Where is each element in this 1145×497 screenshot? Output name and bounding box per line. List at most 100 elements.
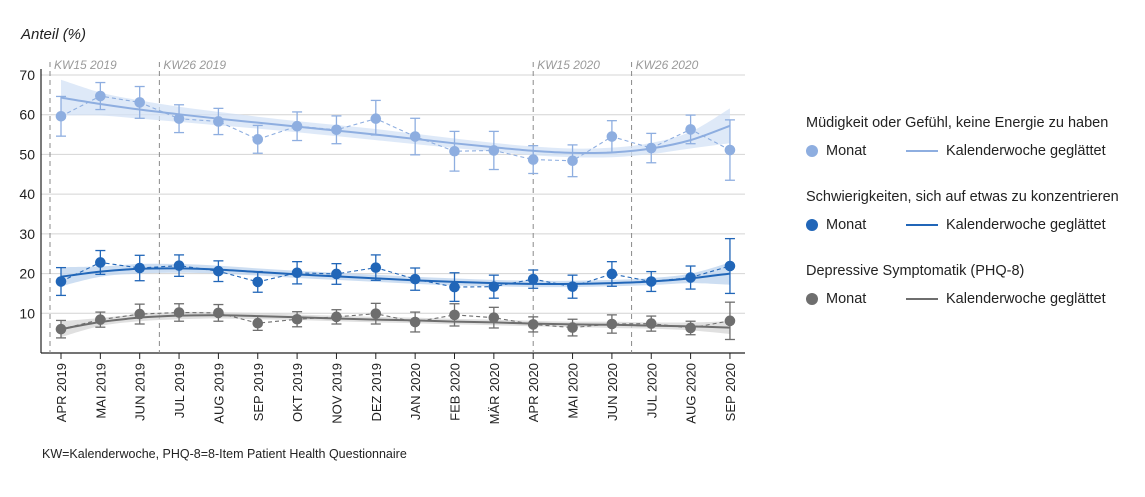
x-tick-label-1: MAI 2019 bbox=[93, 363, 108, 419]
x-tick-label-12: APR 2020 bbox=[526, 363, 541, 422]
y-tick-label-10: 10 bbox=[19, 305, 35, 321]
legend-dot-fatigue bbox=[806, 145, 818, 157]
data-point-concentration-11 bbox=[488, 281, 500, 292]
monthly-line-fatigue bbox=[60, 95, 731, 162]
data-point-concentration-12 bbox=[527, 273, 539, 285]
data-point-fatigue-15 bbox=[645, 142, 657, 154]
legend-monat-concentration: Monat bbox=[826, 217, 867, 233]
legend-monat-fatigue: Monat bbox=[826, 143, 867, 159]
x-tick-label-16: AUG 2020 bbox=[684, 363, 699, 424]
data-point-fatigue-6 bbox=[291, 120, 303, 132]
x-tick-label-8: DEZ 2019 bbox=[369, 363, 384, 422]
data-point-concentration-4 bbox=[213, 265, 224, 277]
legend-line-fatigue bbox=[906, 150, 938, 152]
legend-smooth-depression: Kalenderwoche geglättet bbox=[946, 291, 1106, 307]
data-point-concentration-7 bbox=[331, 268, 342, 280]
data-point-depression-16 bbox=[685, 322, 696, 334]
data-point-fatigue-3 bbox=[173, 113, 185, 124]
confidence-band-depression bbox=[61, 311, 730, 338]
data-point-depression-4 bbox=[213, 307, 224, 319]
monthly-line-concentration bbox=[60, 261, 731, 288]
x-tick-label-9: JAN 2020 bbox=[408, 363, 423, 420]
data-point-concentration-3 bbox=[173, 260, 185, 271]
legend-line-depression bbox=[906, 298, 938, 300]
data-point-fatigue-10 bbox=[449, 145, 460, 157]
data-point-depression-8 bbox=[370, 308, 382, 319]
legend-monat-depression: Monat bbox=[826, 291, 867, 307]
data-point-fatigue-7 bbox=[331, 124, 342, 136]
x-tick-label-5: SEP 2019 bbox=[251, 363, 266, 421]
reference-label-0: KW15 2019 bbox=[54, 58, 117, 72]
y-tick-label-20: 20 bbox=[19, 266, 35, 282]
data-point-depression-5 bbox=[252, 317, 264, 329]
data-point-depression-6 bbox=[291, 313, 303, 325]
data-point-concentration-17 bbox=[724, 260, 736, 272]
data-point-concentration-13 bbox=[567, 281, 578, 292]
x-tick-label-10: FEB 2020 bbox=[448, 363, 463, 421]
x-tick-label-2: JUN 2019 bbox=[133, 363, 148, 421]
data-point-fatigue-5 bbox=[252, 134, 264, 145]
data-point-fatigue-11 bbox=[488, 145, 500, 156]
data-point-concentration-9 bbox=[409, 273, 421, 285]
data-point-depression-3 bbox=[173, 307, 185, 318]
confidence-band-concentration bbox=[61, 262, 730, 288]
x-tick-label-15: JUL 2020 bbox=[644, 363, 659, 418]
reference-label-2: KW15 2020 bbox=[537, 58, 600, 72]
data-point-concentration-6 bbox=[291, 267, 303, 279]
reference-label-1: KW26 2019 bbox=[163, 58, 226, 72]
data-point-concentration-14 bbox=[606, 268, 618, 280]
data-point-fatigue-9 bbox=[409, 131, 421, 142]
data-point-depression-1 bbox=[95, 314, 106, 325]
legend-smooth-fatigue: Kalenderwoche geglättet bbox=[946, 143, 1106, 159]
legend-title-concentration: Schwierigkeiten, sich auf etwas zu konze… bbox=[806, 189, 1119, 205]
reference-label-3: KW26 2020 bbox=[636, 58, 699, 72]
x-tick-label-7: NOV 2019 bbox=[329, 363, 344, 424]
data-point-concentration-16 bbox=[685, 272, 696, 283]
legend-title-depression: Depressive Symptomatik (PHQ-8) bbox=[806, 263, 1025, 279]
monthly-line-depression bbox=[60, 311, 731, 330]
y-tick-label-70: 70 bbox=[19, 67, 35, 83]
footnote: KW=Kalenderwoche, PHQ-8=8-Item Patient H… bbox=[42, 447, 407, 461]
data-point-fatigue-13 bbox=[567, 155, 578, 167]
y-tick-label-40: 40 bbox=[19, 186, 35, 202]
data-point-concentration-5 bbox=[252, 276, 264, 288]
legend: Müdigkeit oder Gefühl, keine Energie zu … bbox=[806, 112, 1141, 334]
y-tick-label-50: 50 bbox=[19, 146, 35, 162]
legend-dot-concentration bbox=[806, 219, 818, 231]
data-point-concentration-0 bbox=[55, 276, 67, 287]
data-point-depression-10 bbox=[449, 309, 460, 321]
data-point-concentration-8 bbox=[370, 262, 382, 273]
confidence-band-fatigue bbox=[61, 79, 730, 158]
x-tick-label-11: MÄR 2020 bbox=[487, 363, 502, 424]
data-point-fatigue-12 bbox=[527, 154, 539, 165]
data-point-depression-13 bbox=[567, 322, 578, 333]
data-point-concentration-1 bbox=[95, 257, 106, 268]
x-tick-label-14: JUN 2020 bbox=[605, 363, 620, 421]
data-point-depression-2 bbox=[134, 308, 145, 320]
data-point-fatigue-0 bbox=[55, 111, 67, 122]
data-point-depression-12 bbox=[527, 319, 539, 330]
legend-group-fatigue: Müdigkeit oder Gefühl, keine Energie zu … bbox=[806, 112, 1141, 186]
data-point-fatigue-14 bbox=[606, 131, 618, 142]
data-point-concentration-15 bbox=[645, 276, 657, 287]
legend-dot-depression bbox=[806, 293, 818, 305]
x-tick-label-4: AUG 2019 bbox=[211, 363, 226, 424]
data-point-depression-7 bbox=[331, 311, 342, 323]
data-point-depression-15 bbox=[645, 318, 657, 329]
data-point-fatigue-17 bbox=[724, 144, 736, 156]
legend-smooth-concentration: Kalenderwoche geglättet bbox=[946, 217, 1106, 233]
data-point-depression-9 bbox=[409, 316, 421, 328]
x-tick-label-17: SEP 2020 bbox=[723, 363, 738, 421]
line-chart: 10 20 30 40 50 60 70 KW15 2019 KW26 2019 KW15 202… bbox=[19, 58, 745, 424]
y-axis-label: Anteil (%) bbox=[21, 26, 87, 43]
legend-line-concentration bbox=[906, 224, 938, 226]
data-point-depression-11 bbox=[488, 312, 500, 323]
data-point-concentration-2 bbox=[134, 262, 145, 274]
data-point-fatigue-2 bbox=[134, 97, 145, 108]
data-point-fatigue-8 bbox=[370, 113, 382, 124]
data-point-fatigue-16 bbox=[685, 124, 696, 135]
data-point-concentration-10 bbox=[449, 281, 460, 293]
data-point-depression-14 bbox=[606, 318, 618, 330]
x-tick-label-13: MAI 2020 bbox=[566, 363, 581, 419]
x-tick-label-6: OKT 2019 bbox=[290, 363, 305, 422]
